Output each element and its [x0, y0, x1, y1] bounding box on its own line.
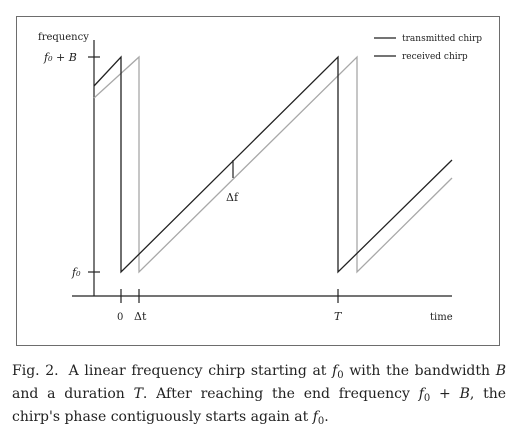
- received-chirp-line: [93, 55, 453, 274]
- chirp-plot: Δf frequency time f₀ + B f₀ 0 Δt T trans…: [38, 32, 482, 323]
- x-tick-dt-label: Δt: [134, 310, 147, 323]
- delta-f-label: Δf: [226, 191, 239, 204]
- figure-frame: [16, 16, 500, 346]
- x-tick-zero-label: 0: [117, 312, 123, 323]
- legend-transmitted-label: transmitted chirp: [402, 34, 482, 44]
- figure-caption: Fig. 2. A linear frequency chirp starting…: [12, 362, 506, 431]
- transmitted-chirp-line: [93, 55, 453, 274]
- caption-text-6: , the chirp's phase contiguously starts …: [12, 386, 507, 425]
- legend: transmitted chirp received chirp: [374, 34, 482, 62]
- caption-text-4: . After reaching the end frequency: [142, 386, 419, 402]
- x-axis-label: time: [430, 312, 453, 323]
- legend-received-label: received chirp: [402, 52, 468, 62]
- caption-f0-symbol: f: [332, 363, 338, 379]
- caption-f0-subscript: 0: [337, 370, 344, 381]
- caption-text-7: .: [324, 409, 329, 425]
- caption-B-symbol-2: B: [459, 386, 470, 402]
- caption-label: Fig. 2.: [12, 363, 59, 379]
- caption-f0-symbol-3: f: [312, 409, 318, 425]
- caption-B-symbol: B: [495, 363, 506, 379]
- y-axis-label: frequency: [38, 32, 89, 43]
- caption-text-1: A linear frequency chirp starting at: [68, 363, 333, 379]
- caption-T-symbol: T: [133, 386, 143, 402]
- caption-f0-subscript-2: 0: [423, 393, 431, 404]
- y-tick-bottom-label: f₀: [71, 266, 81, 279]
- caption-f0-subscript-3: 0: [317, 416, 325, 427]
- x-tick-T-label: T: [334, 310, 343, 323]
- y-tick-top-label: f₀ + B: [43, 51, 77, 64]
- caption-f0-symbol-2: f: [418, 386, 424, 402]
- caption-text-5: +: [430, 386, 460, 402]
- caption-text-2: with the bandwidth: [343, 363, 496, 379]
- caption-text-3: and a duration: [12, 386, 134, 402]
